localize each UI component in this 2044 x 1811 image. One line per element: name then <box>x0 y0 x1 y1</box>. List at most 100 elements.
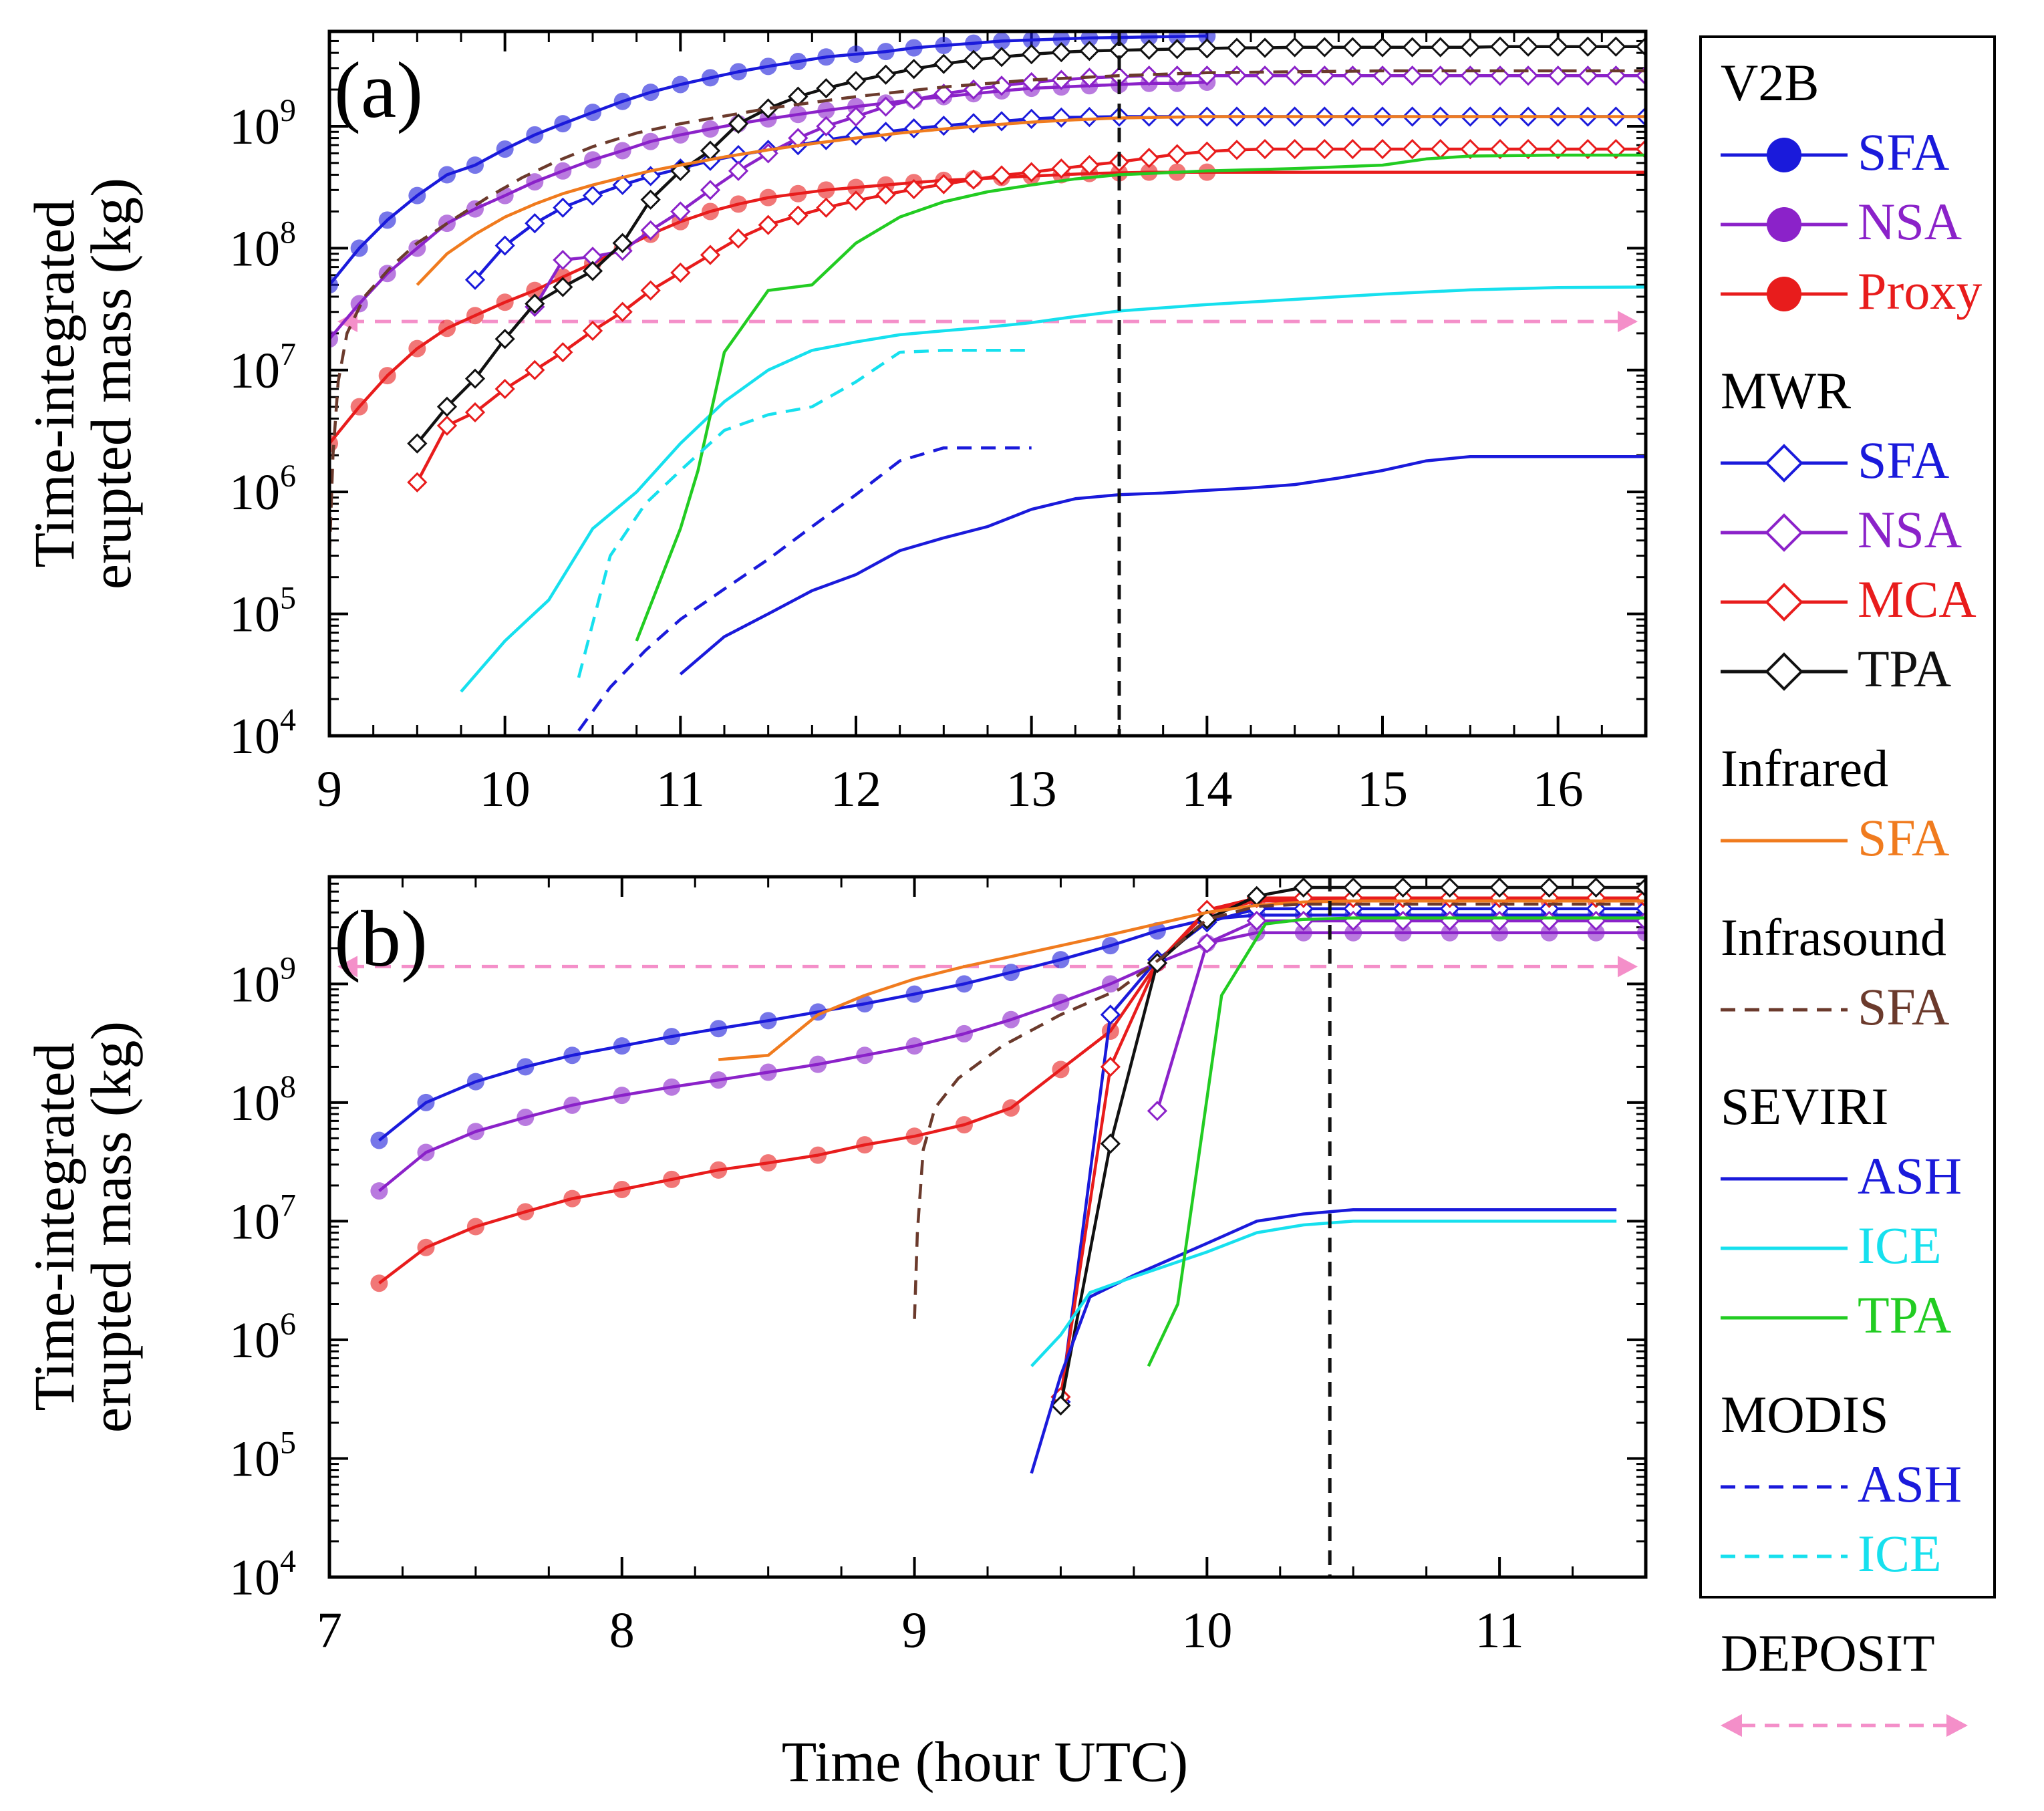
y-tick-exponent: 5 <box>280 1425 296 1460</box>
point-mwr_tpa <box>1539 877 1560 898</box>
point-v2b_sfa <box>350 239 368 257</box>
point-v2b_proxy <box>856 1136 874 1154</box>
point-v2b_nsa <box>1491 924 1509 942</box>
point-mwr_mca <box>525 360 545 380</box>
y-tick-exponent: 4 <box>280 1544 296 1579</box>
point-v2b_proxy <box>817 181 835 199</box>
point-v2b_sfa <box>329 276 338 294</box>
point-mwr_mca <box>1517 138 1539 160</box>
point-mwr_tpa <box>1293 877 1314 898</box>
deposit-arrow-right <box>1618 311 1638 333</box>
point-mwr_tpa <box>1372 37 1393 57</box>
legend-item-label: SFA <box>1858 809 1949 867</box>
point-mwr_tpa <box>1393 877 1413 898</box>
point-v2b_sfa <box>905 985 923 1003</box>
point-mwr_mca <box>1314 138 1335 160</box>
x-tick-label: 11 <box>1475 1603 1524 1659</box>
x-tick-label: 7 <box>317 1603 342 1659</box>
point-mwr_nsa <box>903 90 924 110</box>
point-v2b_proxy <box>905 1127 923 1145</box>
point-v2b_proxy <box>1101 1022 1119 1040</box>
deposit-arrow-right <box>1618 956 1638 978</box>
point-mwr_tpa <box>1021 44 1042 65</box>
deposit-arrow-left <box>337 311 357 333</box>
point-v2b_nsa <box>584 151 601 169</box>
y-tick-exponent: 5 <box>280 581 296 616</box>
point-mwr_tpa <box>1586 877 1606 898</box>
point-v2b_sfa <box>613 1037 631 1055</box>
point-mwr_mca <box>1051 158 1072 179</box>
point-v2b_proxy <box>526 281 544 299</box>
point-v2b_nsa <box>817 102 835 120</box>
point-v2b_proxy <box>672 213 690 231</box>
point-mwr_tpa <box>1489 36 1511 57</box>
point-v2b_proxy <box>847 178 865 196</box>
point-v2b_proxy <box>417 1238 435 1256</box>
legend-item-label: SFA <box>1858 123 1949 181</box>
point-mwr_mca <box>1606 138 1626 160</box>
point-mwr_mca <box>494 378 515 400</box>
point-v2b_proxy <box>955 1116 973 1134</box>
x-tick-label: 12 <box>831 761 881 817</box>
point-v2b_proxy <box>496 293 514 311</box>
legend-deposit-arrow-right <box>1946 1714 1968 1737</box>
point-mwr_sfa <box>612 174 633 195</box>
point-v2b_sfa <box>759 1012 777 1030</box>
point-mwr_mca <box>407 472 428 493</box>
series-line-ir_sfa <box>416 115 1646 286</box>
point-v2b_sfa <box>1101 937 1119 955</box>
point-mwr_tpa <box>1402 37 1423 57</box>
point-mwr_nsa <box>1139 65 1159 86</box>
point-v2b_proxy <box>350 398 368 416</box>
point-v2b_sfa <box>1002 964 1020 982</box>
y-tick-exponent: 7 <box>280 337 296 372</box>
legend-group-title: DEPOSIT <box>1721 1624 1935 1682</box>
point-mwr_mca <box>758 215 778 235</box>
point-v2b_nsa <box>329 330 338 348</box>
point-v2b_sfa <box>613 92 631 110</box>
point-v2b_nsa <box>955 1024 973 1042</box>
point-mwr_tpa <box>1606 36 1626 57</box>
point-v2b_sfa <box>438 166 456 184</box>
point-mwr_nsa <box>553 249 573 271</box>
point-mwr_mca <box>1197 141 1217 162</box>
y-tick-exponent: 7 <box>280 1188 296 1223</box>
point-v2b_nsa <box>563 1096 581 1114</box>
point-mwr_tpa <box>1342 37 1363 57</box>
y-tick-base: 10 <box>229 1312 280 1369</box>
y-tick-base: 10 <box>229 956 280 1012</box>
point-v2b_nsa <box>526 173 544 191</box>
point-mwr_mca <box>816 197 837 218</box>
point-mwr_tpa <box>1343 877 1364 898</box>
point-v2b_nsa <box>378 265 396 283</box>
y-tick-exponent: 9 <box>280 950 296 986</box>
point-mwr_nsa <box>728 160 749 181</box>
point-v2b_proxy <box>789 184 807 202</box>
x-tick-label: 13 <box>1006 761 1057 817</box>
point-mwr_sfa <box>816 130 837 150</box>
x-tick-label: 16 <box>1533 761 1584 817</box>
point-v2b_sfa <box>496 140 514 158</box>
point-v2b_sfa <box>1140 31 1158 46</box>
point-v2b_nsa <box>554 162 572 180</box>
point-v2b_proxy <box>517 1203 535 1221</box>
y-tick-exponent: 6 <box>280 1306 296 1342</box>
y-tick-exponent: 8 <box>280 1069 296 1105</box>
point-v2b_nsa <box>701 120 719 138</box>
y-axis-title-line2: erupted mass (kg) <box>79 1021 143 1433</box>
point-v2b_nsa <box>1394 924 1412 942</box>
x-tick-label: 9 <box>317 761 342 817</box>
point-v2b_nsa <box>1587 924 1605 942</box>
y-tick-exponent: 6 <box>280 458 296 494</box>
point-mwr_sfa <box>464 269 486 290</box>
point-mwr_mca <box>640 280 661 301</box>
point-v2b_sfa <box>370 1131 388 1149</box>
series-line-modis_ice <box>577 349 1032 678</box>
panel-label: (b) <box>334 894 428 983</box>
legend-item-label: ASH <box>1858 1455 1962 1513</box>
point-v2b_nsa <box>417 1143 435 1161</box>
y-tick-base: 10 <box>229 221 280 277</box>
point-mwr_tpa <box>1100 1133 1121 1154</box>
y-tick-label: 107 <box>229 1188 296 1250</box>
point-mwr_mca <box>1548 138 1568 160</box>
